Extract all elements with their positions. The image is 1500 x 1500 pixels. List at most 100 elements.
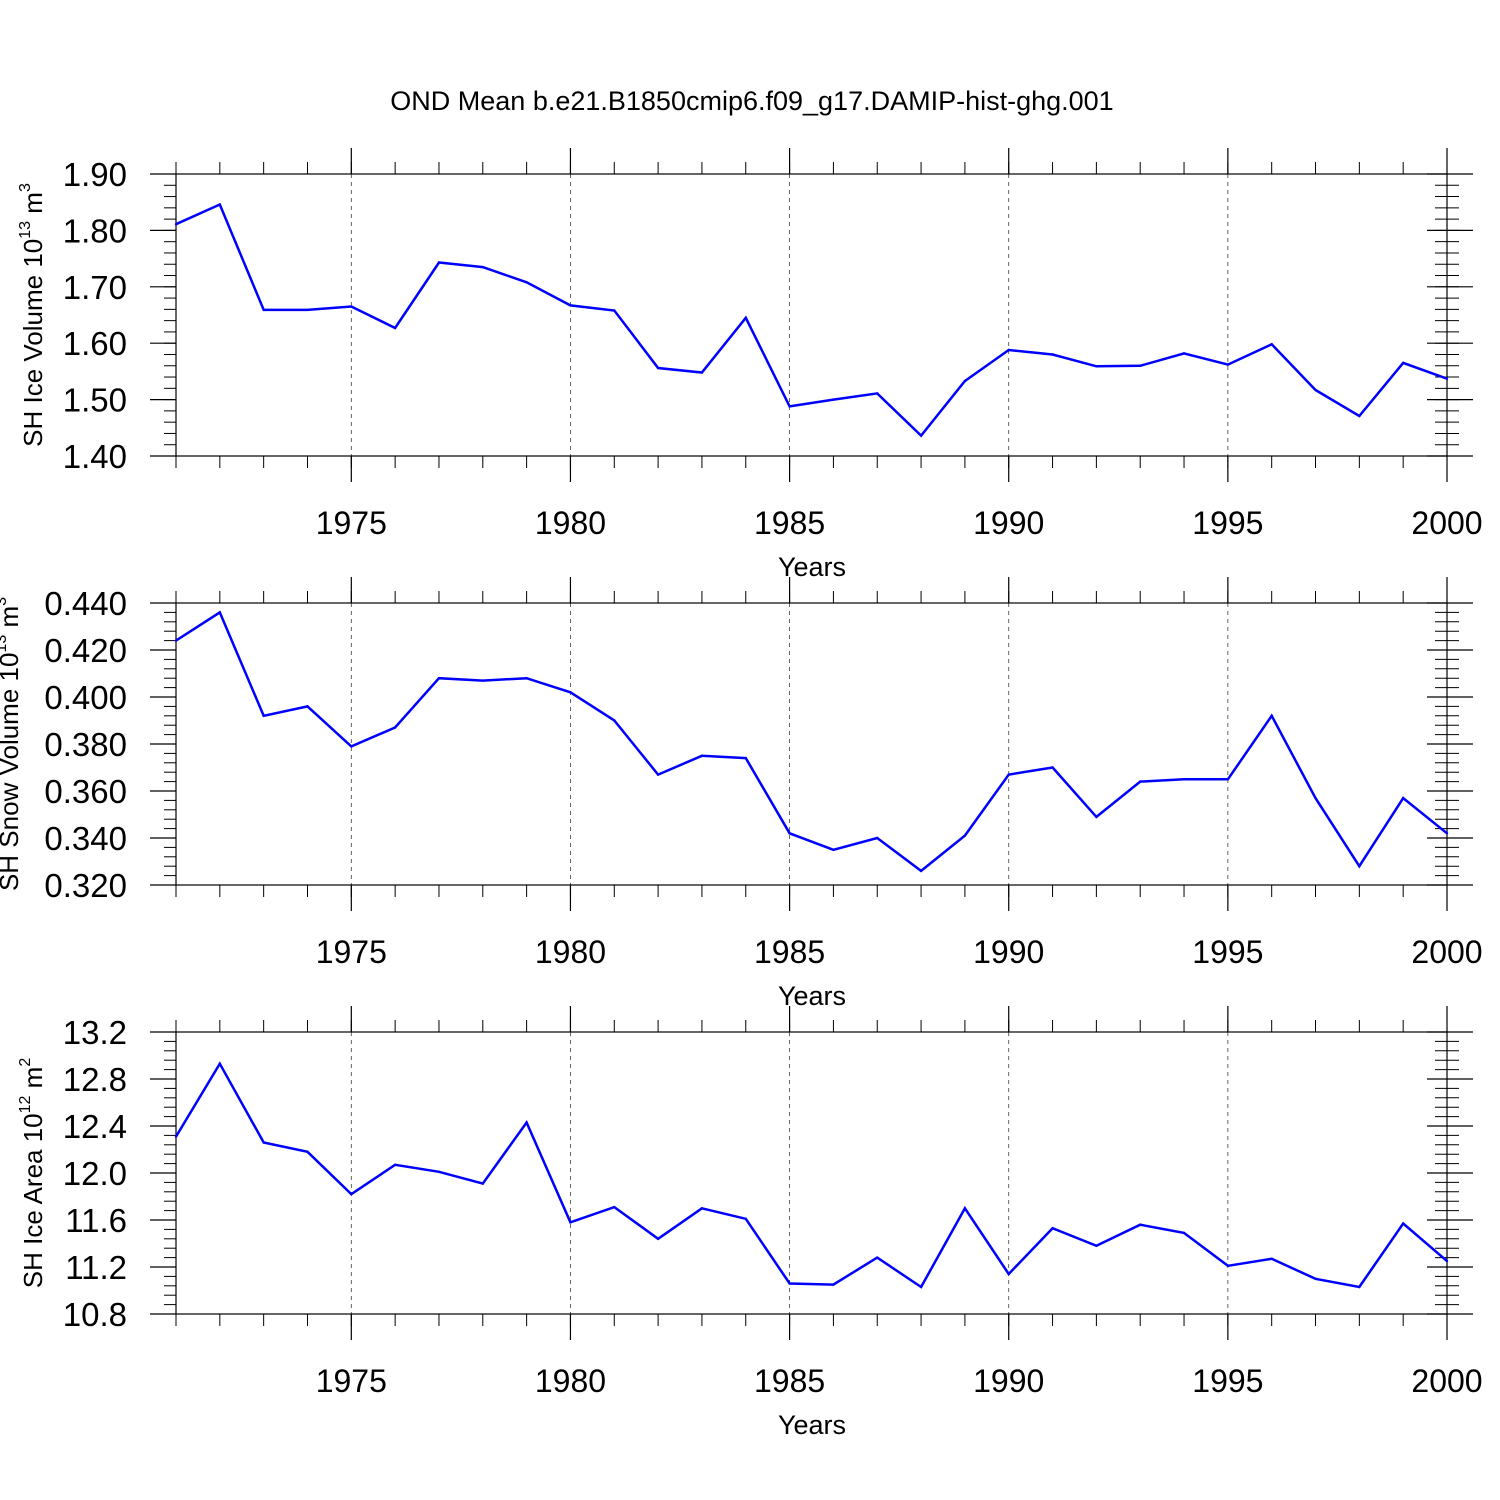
data-point <box>306 308 309 312</box>
x-tick-label: 1990 <box>973 1363 1044 1399</box>
x-tick-label: 1990 <box>973 505 1044 541</box>
data-point <box>963 379 967 383</box>
data-point <box>656 773 660 776</box>
data-point <box>481 679 484 682</box>
data-point <box>1095 1244 1098 1248</box>
data-point <box>1007 348 1010 352</box>
data-point <box>569 691 572 694</box>
data-point <box>393 726 397 729</box>
y-tick-label: 13.2 <box>63 1014 127 1051</box>
y-tick-label: 0.340 <box>44 820 127 857</box>
data-point <box>963 834 967 837</box>
data-point <box>1182 778 1186 781</box>
x-tick-label: 1985 <box>754 1363 825 1399</box>
data-point <box>788 1282 791 1285</box>
data-point <box>350 745 353 748</box>
data-point <box>1314 796 1317 800</box>
data-point <box>700 754 704 757</box>
data-point <box>569 304 572 307</box>
x-tick-label: 2000 <box>1411 934 1482 970</box>
y-tick-label: 1.90 <box>63 156 127 193</box>
data-point <box>1139 1223 1142 1226</box>
data-point <box>876 1256 879 1259</box>
data-point <box>1182 352 1186 355</box>
data-point <box>1051 353 1054 356</box>
plot-frame <box>175 173 1448 457</box>
data-point <box>481 265 484 269</box>
data-point <box>262 1141 265 1144</box>
data-point <box>525 281 528 284</box>
data-point <box>1270 343 1273 346</box>
data-point <box>1007 773 1010 776</box>
data-point <box>393 326 397 330</box>
data-point <box>1095 365 1098 368</box>
y-axis-label: SH Ice Area 1012 m2 <box>17 1058 48 1289</box>
plot-frame <box>175 1031 1448 1315</box>
data-point <box>613 719 616 722</box>
y-tick-label: 12.0 <box>63 1155 127 1192</box>
data-point <box>1051 1227 1054 1230</box>
x-tick-label: 1985 <box>754 934 825 970</box>
data-point <box>569 1221 572 1224</box>
x-tick-label: 1975 <box>316 505 387 541</box>
data-point <box>1226 363 1230 366</box>
data-point <box>744 756 747 760</box>
data-point <box>1358 865 1361 868</box>
x-tick-label: 2000 <box>1411 505 1482 541</box>
data-point <box>700 371 704 374</box>
y-tick-label: 0.440 <box>44 585 127 622</box>
y-tick-label: 1.40 <box>63 438 127 475</box>
data-point <box>919 1285 923 1289</box>
data-point <box>262 308 265 312</box>
y-tick-label: 1.60 <box>63 325 127 362</box>
data-point <box>788 405 791 408</box>
data-point <box>1226 1264 1230 1268</box>
data-point <box>1401 1222 1405 1225</box>
y-tick-label: 0.320 <box>44 867 127 904</box>
x-axis-label: Years <box>778 1410 846 1440</box>
data-point <box>350 1192 353 1196</box>
y-tick-label: 11.6 <box>65 1202 127 1239</box>
data-point <box>1445 832 1449 835</box>
data-point <box>174 639 178 642</box>
panels: 1975 1980 1985 1990 1995 2000 1.40 1.50 1.60 1.70… <box>0 148 1483 1440</box>
series-line <box>174 1061 1448 1289</box>
data-point <box>832 1283 835 1286</box>
series-line <box>175 610 1448 873</box>
data-point <box>1270 714 1273 717</box>
data-point <box>174 222 178 226</box>
data-point <box>1095 815 1098 819</box>
data-point <box>1314 1277 1317 1280</box>
y-tick-label: 12.4 <box>63 1108 127 1145</box>
data-point <box>788 832 791 835</box>
x-axis-label: Years <box>778 981 846 1011</box>
data-point <box>1445 377 1449 380</box>
data-point <box>1401 796 1405 800</box>
y-tick-label: 1.80 <box>63 212 127 249</box>
panel-2: 1975 1980 1985 1990 1995 2000 0.320 0.340 0.360 0… <box>0 577 1483 1011</box>
data-point <box>1182 1231 1186 1235</box>
data-point <box>832 398 835 401</box>
data-point <box>656 1237 660 1241</box>
data-point <box>832 848 835 851</box>
data-point <box>963 1207 967 1210</box>
data-point <box>393 1163 397 1166</box>
data-point <box>744 316 747 320</box>
x-tick-label: 1985 <box>754 505 825 541</box>
data-point <box>876 836 879 840</box>
panel-1: 1975 1980 1985 1990 1995 2000 1.40 1.50 1.60 1.70… <box>17 148 1483 582</box>
figure-title: OND Mean b.e21.B1850cmip6.f09_g17.DAMIP-… <box>390 86 1113 116</box>
y-axis-label: SH Snow Volume 1013 m3 <box>0 597 24 891</box>
data-point <box>700 1207 704 1210</box>
data-point <box>218 611 222 614</box>
x-tick-label: 1975 <box>316 934 387 970</box>
y-tick-label: 0.380 <box>44 726 127 763</box>
data-point <box>1358 1285 1361 1289</box>
data-point <box>1314 388 1317 392</box>
x-tick-label: 1995 <box>1192 934 1263 970</box>
data-point <box>876 392 879 395</box>
data-point <box>306 705 309 708</box>
x-tick-label: 1990 <box>973 934 1044 970</box>
y-tick-label: 11.2 <box>65 1249 127 1286</box>
x-tick-label: 2000 <box>1411 1363 1482 1399</box>
